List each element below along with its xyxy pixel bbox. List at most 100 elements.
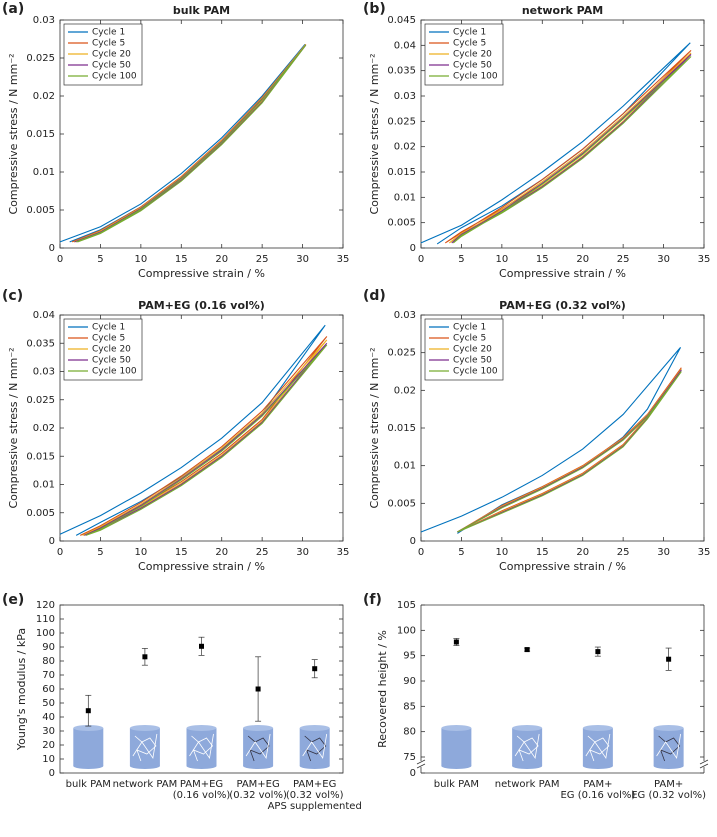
sample-icon-top <box>512 725 543 731</box>
panel-label: (d) <box>363 288 386 304</box>
y-tick-label: 85 <box>403 701 416 712</box>
sample-icon-top <box>582 725 613 731</box>
legend-label: Cycle 50 <box>453 356 492 366</box>
sample-icon-base <box>186 763 217 769</box>
y-tick-label: 100 <box>36 628 55 639</box>
x-tick-label: 15 <box>175 547 188 558</box>
y-tick-label: 0.02 <box>33 91 55 102</box>
sample-icon-top <box>129 725 160 731</box>
y-tick-label: 75 <box>403 752 416 763</box>
point <box>312 666 318 672</box>
x-tick-label: 0 <box>418 254 424 265</box>
legend-label: Cycle 100 <box>92 72 137 82</box>
legend-label: Cycle 5 <box>92 334 125 344</box>
cycle-line <box>84 342 328 536</box>
y-tick-label: 0.02 <box>33 423 55 434</box>
legend-label: Cycle 5 <box>92 39 125 49</box>
x-tick-label: 35 <box>337 254 350 265</box>
cycle-line <box>457 369 682 533</box>
y-tick-label: 0.025 <box>387 116 416 127</box>
point <box>142 654 148 660</box>
y-tick-label: 0.005 <box>26 205 55 216</box>
y-axis-label: Compressive stress / N mm⁻² <box>7 347 20 508</box>
x-axis-label: Compressive strain / % <box>499 560 626 573</box>
y-tick-label: 0.04 <box>394 40 416 51</box>
x-tick-label: 25 <box>256 254 269 265</box>
sample-icon-top <box>299 725 330 731</box>
sample-icon-top <box>73 725 104 731</box>
sample-icon-top <box>441 725 472 731</box>
sample-icon-top <box>186 725 217 731</box>
x-axis-label: Compressive strain / % <box>138 267 265 280</box>
y-tick-label: 0.015 <box>26 451 55 462</box>
y-tick-label: 30 <box>42 726 55 737</box>
y-tick-label: 0.01 <box>33 480 55 491</box>
x-tick-label: (0.32 vol%) <box>229 790 287 801</box>
legend-label: Cycle 1 <box>92 323 125 333</box>
sample-icon-base <box>299 763 330 769</box>
cycle-line <box>457 368 682 533</box>
x-tick-label: 0 <box>57 547 63 558</box>
cycle-line <box>457 371 682 533</box>
y-tick-label: 10 <box>42 754 55 765</box>
y-tick-label: 0.005 <box>387 218 416 229</box>
y-tick-label: 100 <box>397 625 416 636</box>
axis-break-mark <box>699 759 709 765</box>
legend-label: Cycle 5 <box>453 39 486 49</box>
y-tick-label: 0 <box>410 243 416 254</box>
legend-label: Cycle 50 <box>453 61 492 71</box>
x-tick-label: 5 <box>97 254 103 265</box>
y-tick-label: 50 <box>42 698 55 709</box>
x-tick-label: EG (0.16 vol%) <box>560 790 635 801</box>
legend-label: Cycle 1 <box>92 28 125 38</box>
chart-title: PAM+EG (0.16 vol%) <box>138 299 265 312</box>
y-tick-label: 0 <box>49 768 55 779</box>
y-tick-label: 120 <box>36 600 55 611</box>
y-tick-label: 0.015 <box>387 423 416 434</box>
legend-label: Cycle 20 <box>453 345 492 355</box>
x-tick-label: 0 <box>57 254 63 265</box>
x-tick-label: 35 <box>337 547 350 558</box>
cycle-line <box>59 324 326 536</box>
y-tick-label: 0 <box>49 536 55 547</box>
y-tick-label: 90 <box>403 676 416 687</box>
y-tick-label: 40 <box>42 712 55 723</box>
x-tick-label: EG (0.32 vol%) <box>631 790 706 801</box>
point <box>85 708 91 714</box>
x-tick-label: PAM+EG <box>180 779 223 790</box>
x-tick-label: network PAM <box>113 779 178 790</box>
y-axis-label: Young's modulus / kPa <box>15 628 28 751</box>
panel-label: (a) <box>2 1 24 17</box>
y-tick-label: 95 <box>403 651 416 662</box>
x-tick-label: (0.16 vol%) <box>173 790 231 801</box>
legend-label: Cycle 50 <box>92 61 131 71</box>
panel-label: (c) <box>2 288 23 304</box>
panel-label: (e) <box>2 592 24 608</box>
x-tick-label: APS supplemented <box>268 801 362 812</box>
y-tick-label: 0.045 <box>387 15 416 26</box>
y-tick-label: 90 <box>42 642 55 653</box>
y-tick-label: 80 <box>42 656 55 667</box>
x-axis-label: Compressive strain / % <box>499 267 626 280</box>
y-tick-label: 0 <box>410 768 416 779</box>
x-axis-label: Compressive strain / % <box>138 560 265 573</box>
x-tick-label: 15 <box>536 547 549 558</box>
x-tick-label: 30 <box>296 254 309 265</box>
x-tick-label: PAM+EG <box>293 779 336 790</box>
y-tick-label: 70 <box>42 670 55 681</box>
sample-icon-base <box>653 763 684 769</box>
x-tick-label: 25 <box>617 547 630 558</box>
panel-label: (b) <box>363 1 386 17</box>
point <box>666 656 672 662</box>
x-tick-label: PAM+EG <box>236 779 279 790</box>
x-tick-label: 30 <box>657 547 670 558</box>
x-tick-label: 25 <box>256 547 269 558</box>
y-tick-label: 0.03 <box>33 15 55 26</box>
x-tick-label: 10 <box>134 547 147 558</box>
point <box>524 647 530 653</box>
chart-title: network PAM <box>522 4 603 17</box>
point <box>453 639 459 645</box>
sample-icon-base <box>512 763 543 769</box>
cycle-line <box>457 367 682 533</box>
